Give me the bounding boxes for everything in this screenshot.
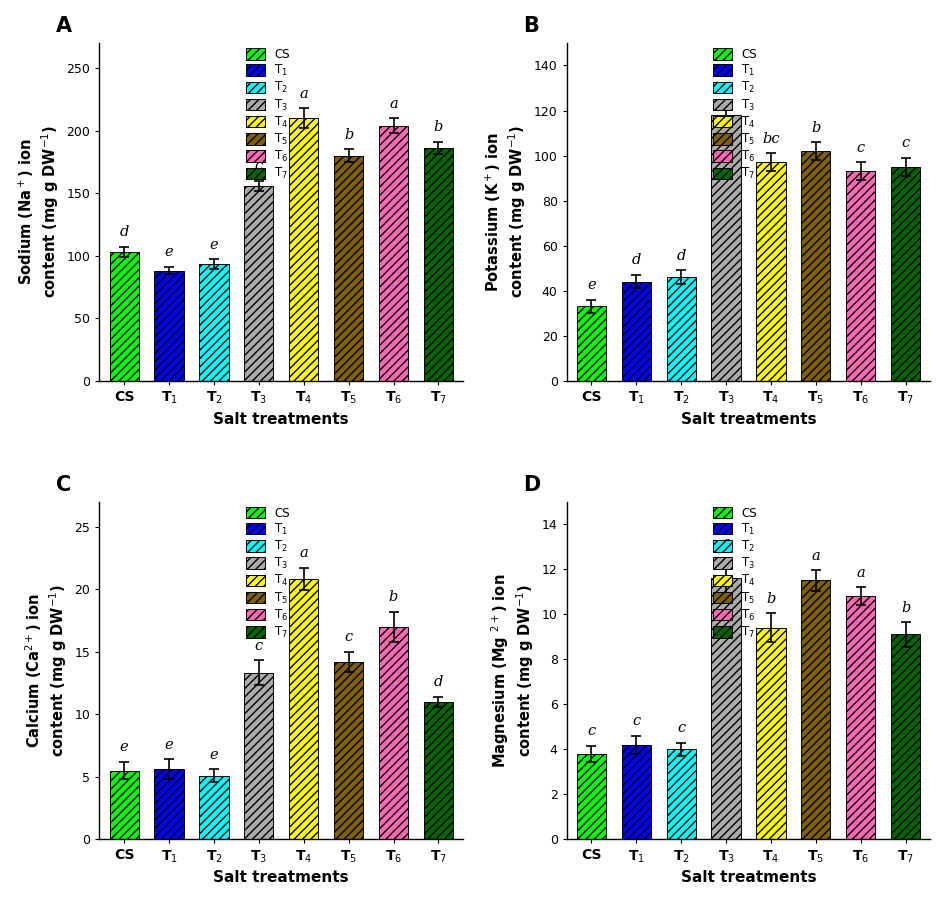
Text: c: c: [255, 639, 263, 653]
Legend: CS, T$_1$, T$_2$, T$_3$, T$_4$, T$_5$, T$_6$, T$_7$: CS, T$_1$, T$_2$, T$_3$, T$_4$, T$_5$, T…: [243, 45, 293, 184]
Bar: [801, 580, 831, 840]
X-axis label: Salt treatments: Salt treatments: [681, 411, 816, 427]
Bar: [289, 118, 318, 381]
Text: e: e: [209, 238, 218, 252]
Text: b: b: [389, 590, 398, 604]
Text: c: c: [677, 721, 686, 735]
Y-axis label: Sodium (Na$^+$) ion
content (mg g DW$^{-1}$): Sodium (Na$^+$) ion content (mg g DW$^{-…: [17, 125, 61, 299]
Bar: [334, 662, 364, 840]
X-axis label: Salt treatments: Salt treatments: [681, 870, 816, 886]
Text: e: e: [165, 245, 173, 260]
Bar: [200, 264, 228, 381]
Bar: [667, 277, 696, 381]
Bar: [244, 673, 274, 840]
Text: c: c: [857, 141, 865, 155]
Text: b: b: [344, 128, 353, 142]
Bar: [757, 628, 786, 840]
Text: e: e: [165, 738, 173, 752]
Text: a: a: [299, 547, 308, 560]
Bar: [154, 271, 184, 381]
Bar: [711, 578, 741, 840]
Bar: [847, 171, 875, 381]
Bar: [711, 115, 741, 381]
Y-axis label: Magnesium (Mg $^{2+}$) ion
content (mg g DW$^{-1}$): Magnesium (Mg $^{2+}$) ion content (mg g…: [490, 574, 536, 768]
Text: d: d: [434, 676, 443, 689]
Bar: [801, 151, 831, 381]
Bar: [334, 155, 364, 381]
Legend: CS, T$_1$, T$_2$, T$_3$, T$_4$, T$_5$, T$_6$, T$_7$: CS, T$_1$, T$_2$, T$_3$, T$_4$, T$_5$, T…: [711, 504, 759, 642]
Text: a: a: [856, 566, 866, 580]
Text: c: c: [633, 714, 640, 728]
Bar: [244, 186, 274, 381]
Bar: [200, 776, 228, 840]
Text: e: e: [120, 741, 129, 754]
Text: b: b: [812, 121, 820, 134]
Text: e: e: [209, 748, 218, 762]
Bar: [110, 252, 139, 381]
Text: e: e: [587, 278, 596, 292]
Text: a: a: [722, 82, 730, 97]
Legend: CS, T$_1$, T$_2$, T$_3$, T$_4$, T$_5$, T$_6$, T$_7$: CS, T$_1$, T$_2$, T$_3$, T$_4$, T$_5$, T…: [711, 45, 759, 184]
Text: c: c: [902, 136, 910, 151]
Text: A: A: [56, 16, 72, 36]
Bar: [891, 167, 920, 381]
Text: C: C: [56, 474, 71, 495]
Bar: [379, 627, 408, 840]
Text: a: a: [722, 537, 730, 550]
Bar: [289, 579, 318, 840]
X-axis label: Salt treatments: Salt treatments: [213, 411, 349, 427]
Text: bc: bc: [762, 132, 779, 146]
Bar: [891, 634, 920, 840]
Text: b: b: [766, 592, 776, 605]
Text: b: b: [434, 120, 443, 134]
Text: B: B: [523, 16, 539, 36]
Text: d: d: [676, 249, 686, 263]
Text: c: c: [587, 724, 596, 739]
Bar: [577, 307, 606, 381]
Y-axis label: Calcium (Ca$^{2+}$) ion
content (mg g DW$^{-1}$): Calcium (Ca$^{2+}$) ion content (mg g DW…: [24, 584, 69, 757]
Bar: [622, 281, 651, 381]
Text: a: a: [389, 97, 398, 111]
Text: d: d: [119, 226, 129, 239]
Legend: CS, T$_1$, T$_2$, T$_3$, T$_4$, T$_5$, T$_6$, T$_7$: CS, T$_1$, T$_2$, T$_3$, T$_4$, T$_5$, T…: [243, 504, 293, 642]
X-axis label: Salt treatments: Salt treatments: [213, 870, 349, 886]
Bar: [379, 125, 408, 381]
Bar: [577, 754, 606, 840]
Text: d: d: [632, 253, 641, 268]
Bar: [154, 769, 184, 840]
Bar: [847, 596, 875, 840]
Text: a: a: [299, 87, 308, 101]
Bar: [667, 750, 696, 840]
Bar: [424, 148, 453, 381]
Text: c: c: [255, 159, 263, 173]
Bar: [757, 162, 786, 381]
Text: D: D: [523, 474, 541, 495]
Text: b: b: [901, 601, 910, 614]
Y-axis label: Potassium (K$^+$) ion
content (mg g DW$^{-1}$): Potassium (K$^+$) ion content (mg g DW$^…: [484, 125, 528, 299]
Text: a: a: [812, 548, 820, 563]
Bar: [424, 702, 453, 840]
Bar: [110, 770, 139, 840]
Text: c: c: [345, 630, 352, 644]
Bar: [622, 745, 651, 840]
